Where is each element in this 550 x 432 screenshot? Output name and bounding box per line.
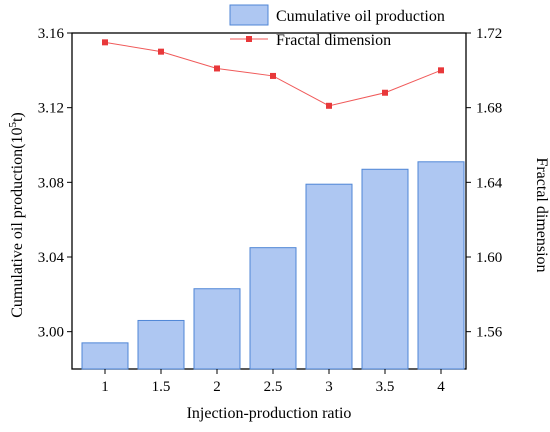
left-y-tick-label-3.00: 3.00 <box>38 325 64 341</box>
left-y-axis-title: Cumulative oil production(105t) <box>7 112 26 317</box>
legend-bar-label: Cumulative oil production <box>276 8 445 25</box>
left-y-axis-title-superscript: 5 <box>7 122 19 128</box>
line-point-1 <box>102 39 108 46</box>
x-tick-label-1.5: 1.5 <box>152 379 171 395</box>
line-point-4 <box>438 67 444 74</box>
bar-1 <box>81 342 129 370</box>
x-tick-label-3.5: 3.5 <box>376 379 395 395</box>
bar-2 <box>193 288 241 370</box>
right-y-tick-label-1.68: 1.68 <box>476 101 502 117</box>
x-tick-label-1: 1 <box>101 379 109 395</box>
bar-3.5 <box>361 168 409 370</box>
line-layer <box>102 39 444 109</box>
right-y-tick-label-1.72: 1.72 <box>476 26 502 42</box>
left-y-axis-title-end: t) <box>9 112 26 122</box>
bar-4 <box>417 161 465 370</box>
bars-layer <box>81 161 465 370</box>
right-y-axis-title: Fractal dimension <box>533 157 550 272</box>
x-tick-label-2: 2 <box>213 379 221 395</box>
line-point-3.5 <box>382 89 388 96</box>
left-y-tick-label-3.12: 3.12 <box>38 101 64 117</box>
left-y-axis-title-main: Cumulative oil production(10 <box>9 128 26 318</box>
right-y-tick-label-1.64: 1.64 <box>476 175 503 191</box>
x-tick-label-2.5: 2.5 <box>264 379 283 395</box>
legend: Cumulative oil production Fractal dimens… <box>229 4 445 49</box>
left-y-axis-ticks: 3.00 3.04 3.08 3.12 3.16 <box>38 26 72 341</box>
x-tick-label-4: 4 <box>437 379 445 395</box>
legend-line-marker <box>246 36 252 42</box>
left-y-tick-label-3.04: 3.04 <box>38 250 65 266</box>
legend-line-label: Fractal dimension <box>276 32 391 49</box>
x-tick-label-3: 3 <box>325 379 333 395</box>
x-axis-ticks: 1 1.5 2 2.5 3 3.5 4 <box>101 369 445 395</box>
line-point-2 <box>214 65 220 72</box>
bar-1.5 <box>137 319 185 370</box>
left-y-tick-label-3.16: 3.16 <box>38 26 65 42</box>
bar-2.5 <box>249 247 297 370</box>
right-y-tick-label-1.60: 1.60 <box>476 250 502 266</box>
line-point-2.5 <box>270 72 276 79</box>
line-point-1.5 <box>158 48 164 55</box>
x-axis-title: Injection-production ratio <box>187 405 352 422</box>
legend-bar-swatch <box>229 4 269 26</box>
right-y-axis-ticks: 1.56 1.60 1.64 1.68 1.72 <box>466 26 503 341</box>
left-y-tick-label-3.08: 3.08 <box>38 175 64 191</box>
bar-3 <box>305 183 353 370</box>
right-y-tick-label-1.56: 1.56 <box>476 325 503 341</box>
line-point-3 <box>326 102 332 109</box>
